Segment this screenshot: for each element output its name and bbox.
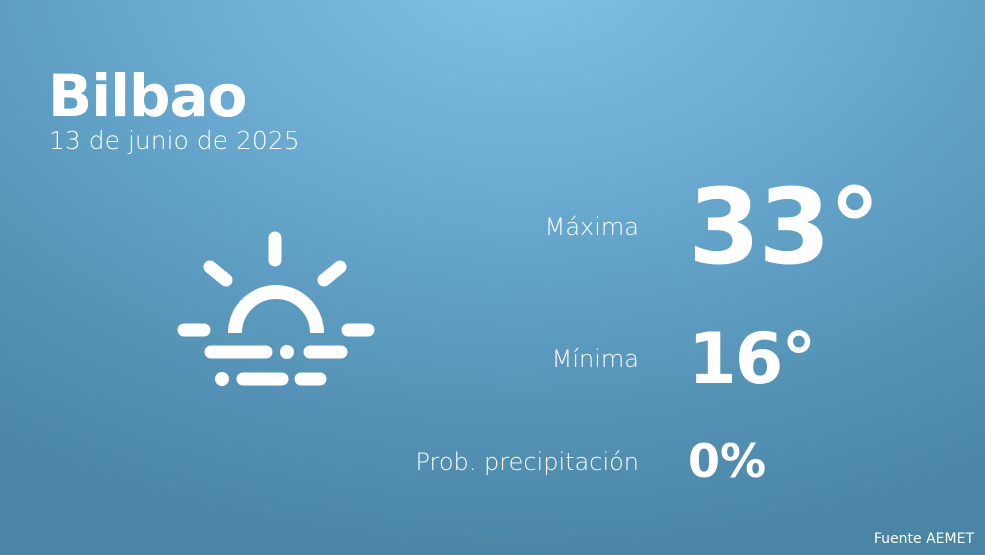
min-temp-label: Mínima bbox=[551, 345, 639, 373]
forecast-date: 13 de junio de 2025 bbox=[49, 126, 300, 155]
min-temp-value: 16° bbox=[688, 318, 816, 400]
precip-label: Prob. precipitación bbox=[415, 448, 639, 476]
precip-value: 0% bbox=[688, 434, 767, 488]
city-name: Bilbao bbox=[48, 62, 247, 130]
max-temp-label: Máxima bbox=[544, 213, 639, 241]
sun-with-fog-icon bbox=[177, 231, 375, 386]
data-source: Fuente AEMET bbox=[873, 531, 974, 547]
max-temp-value: 33° bbox=[688, 166, 881, 288]
